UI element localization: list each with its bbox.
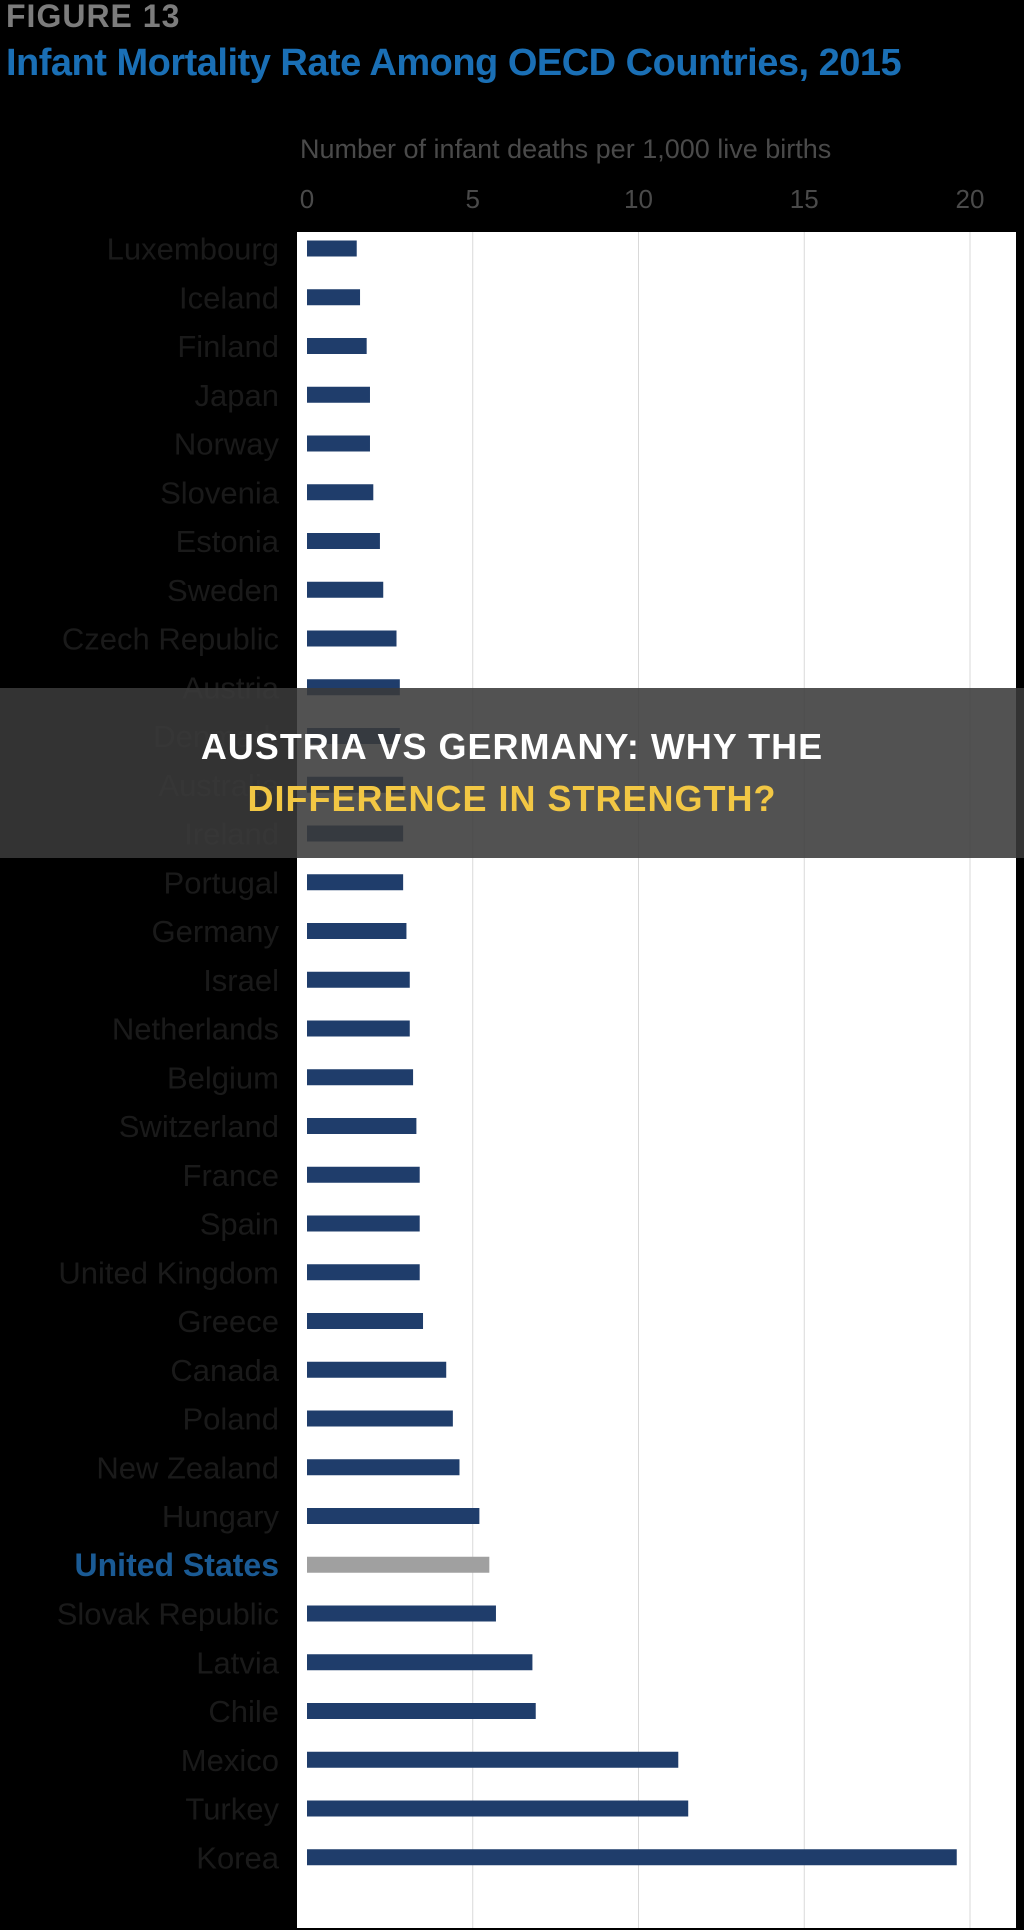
bar	[307, 386, 370, 403]
category-label: Canada	[170, 1353, 279, 1388]
category-label: Latvia	[196, 1645, 279, 1680]
category-label: France	[183, 1158, 279, 1193]
bar	[307, 1166, 420, 1183]
category-label: Norway	[174, 427, 280, 462]
x-tick-label: 20	[956, 184, 985, 214]
category-label: Greece	[177, 1304, 279, 1339]
chart-title: Infant Mortality Rate Among OECD Countri…	[6, 42, 902, 84]
bar	[307, 1508, 480, 1524]
category-label: Czech Republic	[62, 622, 279, 657]
bar	[307, 1556, 490, 1573]
category-label: Slovak Republic	[57, 1597, 279, 1632]
category-label: Netherlands	[112, 1012, 279, 1047]
bar	[307, 581, 384, 598]
bar	[307, 435, 370, 452]
bar	[307, 484, 374, 501]
bar	[307, 1751, 679, 1768]
bar	[307, 289, 361, 306]
bar	[307, 240, 357, 257]
category-label: Iceland	[179, 280, 279, 315]
bar	[307, 971, 410, 988]
banner-line-2: DIFFERENCE IN STRENGTH?	[247, 778, 777, 819]
headline-banner: AUSTRIA VS GERMANY: WHY THE DIFFERENCE I…	[0, 688, 1024, 858]
x-axis-title: Number of infant deaths per 1,000 live b…	[300, 134, 832, 164]
banner-line-1: AUSTRIA VS GERMANY: WHY THE	[200, 726, 824, 767]
category-label: Korea	[196, 1840, 279, 1875]
bar	[307, 1215, 420, 1232]
category-label: Finland	[177, 329, 279, 364]
category-label: Turkey	[185, 1792, 279, 1827]
bar	[307, 1654, 533, 1671]
category-label: Switzerland	[119, 1109, 279, 1144]
plot-area	[297, 232, 1016, 1928]
category-label: Estonia	[176, 524, 280, 559]
x-tick-label: 15	[790, 184, 819, 214]
bar	[307, 1849, 957, 1866]
bar	[307, 1069, 414, 1086]
category-label: Portugal	[164, 865, 279, 900]
bar	[307, 1020, 410, 1037]
category-label: United Kingdom	[58, 1255, 279, 1290]
bar	[307, 874, 404, 891]
category-label: Israel	[203, 963, 279, 998]
bar	[307, 630, 397, 647]
bar	[307, 1703, 536, 1719]
category-label: Luxembourg	[107, 232, 279, 267]
category-label: Japan	[195, 378, 279, 413]
bar	[307, 923, 407, 939]
category-label: Spain	[200, 1207, 279, 1242]
category-label: Belgium	[167, 1060, 279, 1095]
category-label: Hungary	[162, 1499, 280, 1534]
x-tick-label: 10	[624, 184, 653, 214]
bar	[307, 1264, 420, 1281]
bar	[307, 533, 380, 549]
category-label: United States	[75, 1547, 279, 1583]
bar	[307, 1313, 424, 1329]
figure-label: FIGURE 13	[6, 0, 181, 34]
bar	[307, 1459, 460, 1476]
bar	[307, 338, 367, 354]
category-label: New Zealand	[96, 1450, 279, 1485]
category-label: Chile	[208, 1694, 279, 1729]
bar	[307, 1410, 453, 1427]
category-label: Germany	[152, 914, 280, 949]
x-tick-label: 0	[300, 184, 314, 214]
category-label: Sweden	[167, 573, 279, 608]
bar	[307, 1118, 417, 1134]
bar	[307, 1605, 496, 1622]
category-label: Slovenia	[160, 475, 280, 510]
x-tick-label: 5	[466, 184, 480, 214]
category-label: Poland	[182, 1402, 279, 1437]
bar	[307, 1800, 689, 1817]
bar	[307, 1361, 447, 1378]
category-label: Mexico	[181, 1743, 279, 1778]
